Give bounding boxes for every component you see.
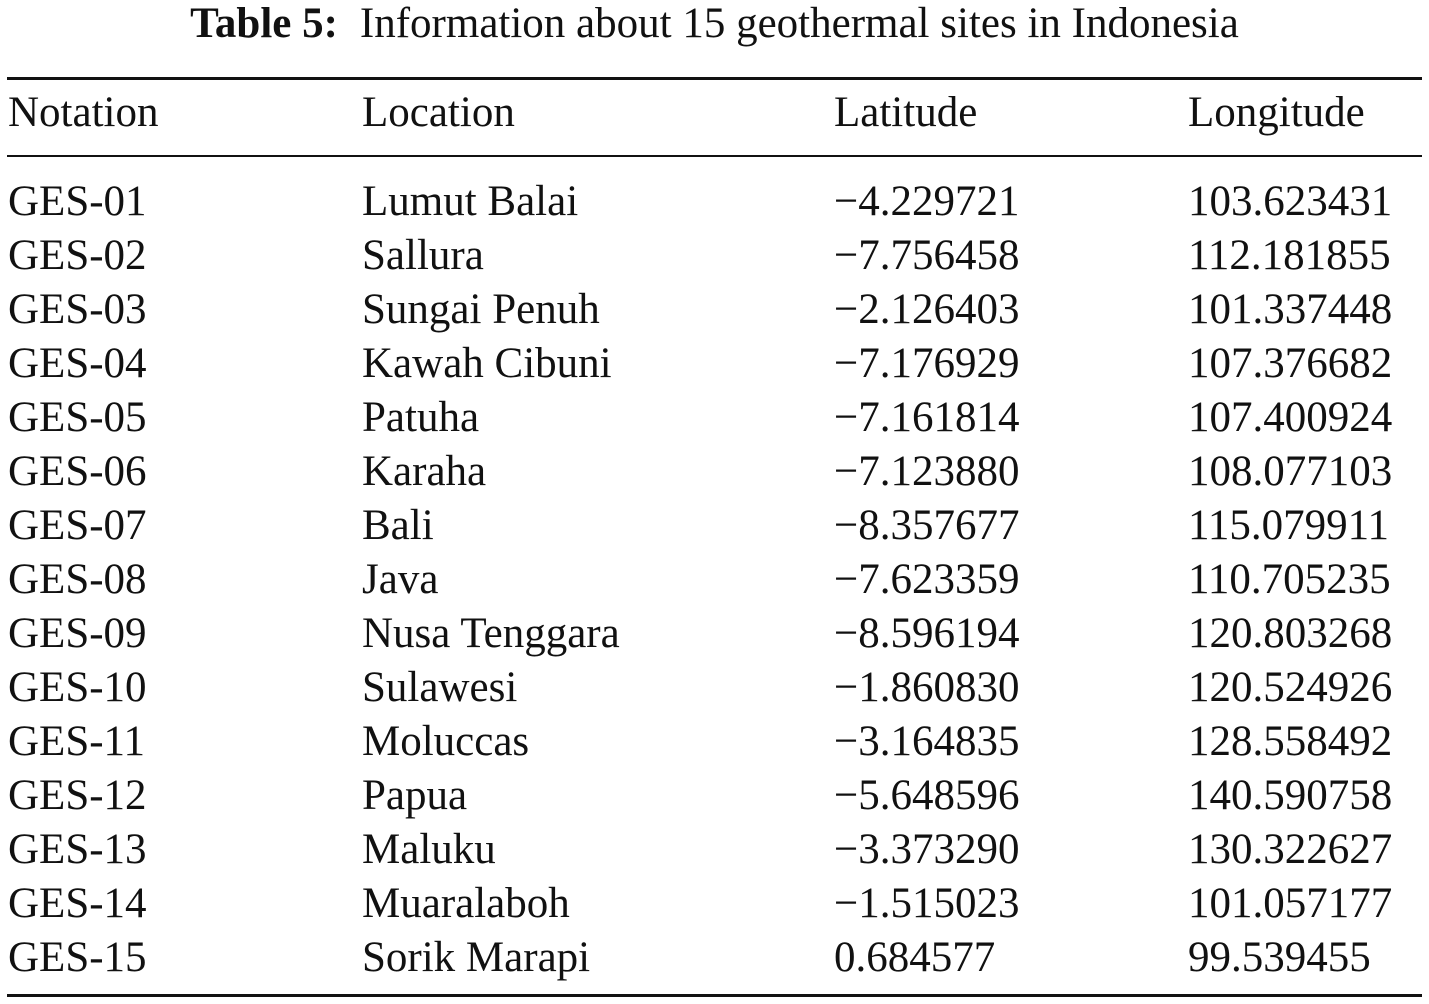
cell-notation: GES-09 bbox=[8, 610, 147, 657]
cell-latitude: −7.623359 bbox=[834, 556, 1020, 603]
cell-longitude: 115.079911 bbox=[1188, 502, 1390, 549]
cell-location: Papua bbox=[362, 772, 468, 819]
cell-location: Moluccas bbox=[362, 718, 530, 765]
cell-location: Kawah Cibuni bbox=[362, 340, 612, 387]
cell-longitude: 120.803268 bbox=[1188, 610, 1393, 657]
table-row: GES-09 Nusa Tenggara −8.596194 120.803268 bbox=[0, 607, 1429, 661]
table-row: GES-12 Papua −5.648596 140.590758 bbox=[0, 769, 1429, 823]
table-row: GES-08 Java −7.623359 110.705235 bbox=[0, 553, 1429, 607]
cell-location: Lumut Balai bbox=[362, 178, 579, 225]
table-row: GES-02 Sallura −7.756458 112.181855 bbox=[0, 229, 1429, 283]
table-row: GES-11 Moluccas −3.164835 128.558492 bbox=[0, 715, 1429, 769]
table-caption: Table 5: Information about 15 geothermal … bbox=[0, 0, 1429, 48]
cell-longitude: 128.558492 bbox=[1188, 718, 1393, 765]
header-location: Location bbox=[362, 89, 515, 136]
cell-latitude: −1.860830 bbox=[834, 664, 1020, 711]
cell-latitude: −7.161814 bbox=[834, 394, 1020, 441]
cell-longitude: 110.705235 bbox=[1188, 556, 1391, 603]
cell-longitude: 103.623431 bbox=[1188, 178, 1393, 225]
cell-notation: GES-15 bbox=[8, 934, 147, 981]
header-rule bbox=[7, 155, 1422, 157]
cell-longitude: 140.590758 bbox=[1188, 772, 1393, 819]
table-row: GES-13 Maluku −3.373290 130.322627 bbox=[0, 823, 1429, 877]
table-row: GES-05 Patuha −7.161814 107.400924 bbox=[0, 391, 1429, 445]
table-row: GES-06 Karaha −7.123880 108.077103 bbox=[0, 445, 1429, 499]
table-row: GES-01 Lumut Balai −4.229721 103.623431 bbox=[0, 175, 1429, 229]
table-header-row: Notation Location Latitude Longitude bbox=[0, 86, 1429, 140]
table-row: GES-14 Muaralaboh −1.515023 101.057177 bbox=[0, 877, 1429, 931]
cell-notation: GES-11 bbox=[8, 718, 145, 765]
cell-latitude: −8.357677 bbox=[834, 502, 1020, 549]
cell-latitude: −1.515023 bbox=[834, 880, 1020, 927]
cell-location: Muaralaboh bbox=[362, 880, 570, 927]
cell-notation: GES-04 bbox=[8, 340, 147, 387]
cell-notation: GES-12 bbox=[8, 772, 147, 819]
cell-longitude: 108.077103 bbox=[1188, 448, 1393, 495]
bottom-rule bbox=[7, 994, 1422, 997]
cell-latitude: −3.164835 bbox=[834, 718, 1020, 765]
cell-latitude: −8.596194 bbox=[834, 610, 1020, 657]
cell-latitude: −7.123880 bbox=[834, 448, 1020, 495]
header-longitude: Longitude bbox=[1188, 89, 1365, 136]
caption-text: Information about 15 geothermal sites in… bbox=[359, 0, 1239, 47]
cell-notation: GES-01 bbox=[8, 178, 147, 225]
cell-longitude: 101.057177 bbox=[1188, 880, 1393, 927]
cell-notation: GES-03 bbox=[8, 286, 147, 333]
cell-location: Karaha bbox=[362, 448, 487, 495]
cell-location: Patuha bbox=[362, 394, 480, 441]
cell-location: Bali bbox=[362, 502, 434, 549]
cell-location: Sorik Marapi bbox=[362, 934, 591, 981]
cell-notation: GES-10 bbox=[8, 664, 147, 711]
table-row: GES-15 Sorik Marapi 0.684577 99.539455 bbox=[0, 931, 1429, 985]
cell-notation: GES-08 bbox=[8, 556, 147, 603]
cell-location: Sallura bbox=[362, 232, 484, 279]
table-row: GES-07 Bali −8.357677 115.079911 bbox=[0, 499, 1429, 553]
cell-latitude: −2.126403 bbox=[834, 286, 1020, 333]
cell-location: Sulawesi bbox=[362, 664, 518, 711]
cell-notation: GES-02 bbox=[8, 232, 147, 279]
cell-location: Nusa Tenggara bbox=[362, 610, 620, 657]
caption-label: Table 5: bbox=[190, 0, 338, 47]
cell-notation: GES-14 bbox=[8, 880, 147, 927]
cell-longitude: 107.400924 bbox=[1188, 394, 1393, 441]
table-row: GES-10 Sulawesi −1.860830 120.524926 bbox=[0, 661, 1429, 715]
cell-notation: GES-06 bbox=[8, 448, 147, 495]
cell-longitude: 130.322627 bbox=[1188, 826, 1393, 873]
cell-latitude: −7.176929 bbox=[834, 340, 1020, 387]
cell-latitude: −5.648596 bbox=[834, 772, 1020, 819]
cell-longitude: 107.376682 bbox=[1188, 340, 1393, 387]
header-latitude: Latitude bbox=[834, 89, 978, 136]
top-rule bbox=[7, 77, 1422, 80]
cell-location: Java bbox=[362, 556, 439, 603]
table-row: GES-04 Kawah Cibuni −7.176929 107.376682 bbox=[0, 337, 1429, 391]
cell-latitude: −7.756458 bbox=[834, 232, 1020, 279]
cell-latitude: 0.684577 bbox=[834, 934, 996, 981]
cell-location: Sungai Penuh bbox=[362, 286, 600, 333]
cell-longitude: 112.181855 bbox=[1188, 232, 1391, 279]
cell-location: Maluku bbox=[362, 826, 496, 873]
cell-notation: GES-05 bbox=[8, 394, 147, 441]
cell-longitude: 120.524926 bbox=[1188, 664, 1393, 711]
cell-notation: GES-07 bbox=[8, 502, 147, 549]
cell-longitude: 99.539455 bbox=[1188, 934, 1371, 981]
table-row: GES-03 Sungai Penuh −2.126403 101.337448 bbox=[0, 283, 1429, 337]
cell-notation: GES-13 bbox=[8, 826, 147, 873]
header-notation: Notation bbox=[8, 89, 159, 136]
cell-latitude: −4.229721 bbox=[834, 178, 1020, 225]
cell-latitude: −3.373290 bbox=[834, 826, 1020, 873]
cell-longitude: 101.337448 bbox=[1188, 286, 1393, 333]
